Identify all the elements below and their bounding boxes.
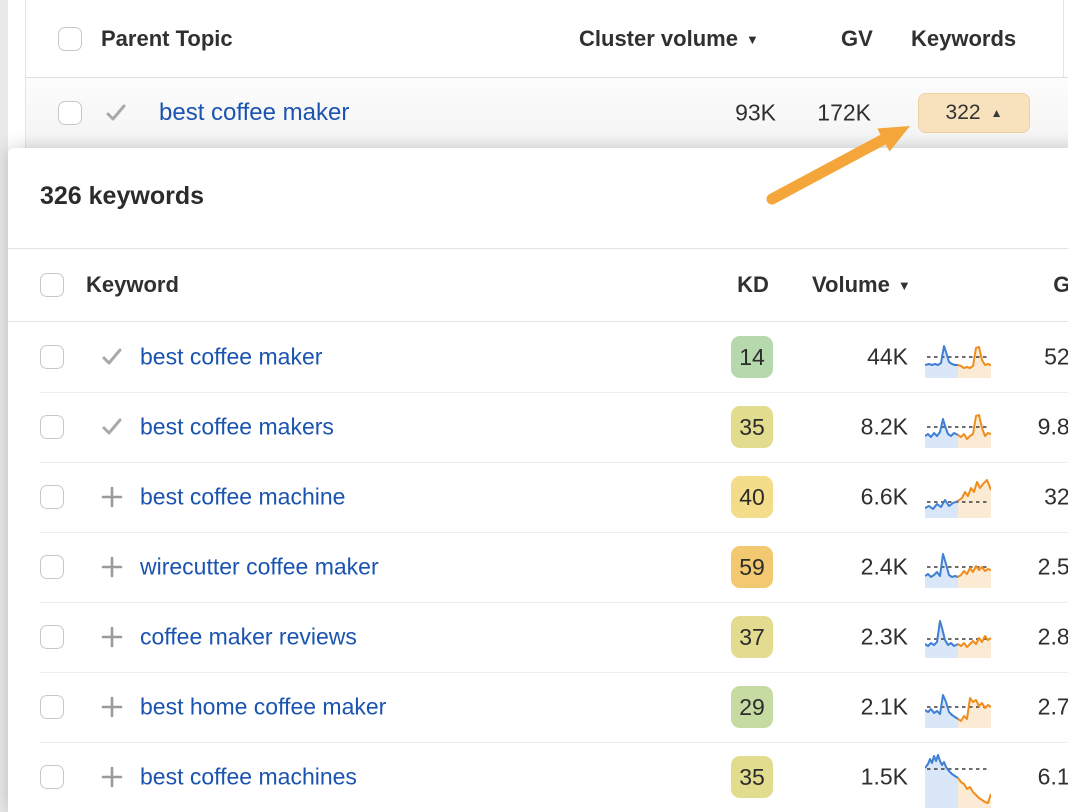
trend-sparkline: [924, 686, 992, 728]
volume-value: 44K: [867, 343, 908, 370]
row-checkbox[interactable]: [40, 695, 64, 719]
keyword-row: best home coffee maker 29 2.1K 2.7K: [8, 672, 1068, 742]
trend-sparkline: [924, 748, 992, 808]
keywords-table-body: best coffee maker 14 44K 52K best coffee…: [8, 322, 1068, 812]
parent-topic-link[interactable]: best coffee maker: [159, 99, 350, 126]
keyword-link[interactable]: best coffee machines: [140, 763, 357, 790]
row-checkbox[interactable]: [40, 555, 64, 579]
volume-value: 1.5K: [860, 763, 908, 790]
parent-topic-row: best coffee maker 93K 172K 322 ▲: [26, 78, 1068, 148]
row-divider: [40, 532, 1068, 533]
keywords-count-toggle[interactable]: 322 ▲: [918, 93, 1030, 133]
add-to-list-icon[interactable]: [100, 625, 124, 649]
add-to-list-icon[interactable]: [100, 485, 124, 509]
column-header-parent-topic[interactable]: Parent Topic: [101, 26, 233, 51]
kd-badge: 59: [731, 546, 773, 588]
keyword-row: wirecutter coffee maker 59 2.4K 2.5K: [8, 532, 1068, 602]
parent-table-header-row: Parent Topic Cluster volume ▼ GV Keyword…: [26, 0, 1068, 78]
keyword-row: coffee maker reviews 37 2.3K 2.8K: [8, 602, 1068, 672]
gv-value: 9.8K: [1037, 413, 1068, 440]
keyword-row: best coffee maker 14 44K 52K: [8, 322, 1068, 392]
row-checkbox[interactable]: [40, 415, 64, 439]
row-checkbox[interactable]: [58, 101, 82, 125]
keyword-link[interactable]: wirecutter coffee maker: [140, 553, 379, 580]
page-left-gutter: [0, 0, 8, 812]
gv-value: 172K: [817, 99, 871, 126]
gv-value: 32K: [1044, 483, 1068, 510]
popup-divider: [8, 248, 1068, 249]
keyword-link[interactable]: best coffee machine: [140, 483, 346, 510]
cluster-volume-value: 93K: [735, 99, 776, 126]
sort-desc-icon: ▼: [897, 277, 911, 293]
column-header-keyword[interactable]: Keyword: [86, 272, 179, 297]
row-divider: [40, 392, 1068, 393]
column-header-gv[interactable]: GV: [841, 26, 873, 51]
volume-label: Volume: [812, 272, 890, 297]
row-checkbox[interactable]: [40, 345, 64, 369]
cluster-volume-label: Cluster volume: [579, 26, 738, 51]
volume-value: 2.3K: [860, 623, 908, 650]
keyword-link[interactable]: coffee maker reviews: [140, 623, 357, 650]
column-header-volume[interactable]: Volume ▼: [812, 248, 911, 322]
gv-value: 2.7K: [1037, 693, 1068, 720]
check-icon: [104, 101, 128, 125]
select-all-keywords-checkbox[interactable]: [40, 273, 64, 297]
volume-value: 6.6K: [860, 483, 908, 510]
select-all-checkbox[interactable]: [58, 27, 82, 51]
row-divider: [40, 462, 1068, 463]
column-header-kd[interactable]: KD: [737, 272, 769, 297]
gv-value: 2.8K: [1037, 623, 1068, 650]
volume-value: 2.4K: [860, 553, 908, 580]
trend-sparkline: [924, 546, 992, 588]
kd-badge: 29: [731, 686, 773, 728]
volume-value: 8.2K: [860, 413, 908, 440]
popup-title: 326 keywords: [40, 182, 204, 210]
column-header-keywords[interactable]: Keywords: [911, 26, 1017, 51]
kd-badge: 35: [731, 406, 773, 448]
gv-value: 52K: [1044, 343, 1068, 370]
keyword-row: best coffee machines 35 1.5K 6.1K: [8, 742, 1068, 812]
trend-sparkline: [924, 616, 992, 658]
trend-sparkline: [924, 336, 992, 378]
collapse-up-icon: ▲: [990, 106, 1003, 120]
row-divider: [40, 742, 1068, 743]
trend-sparkline: [924, 406, 992, 448]
column-header-gv[interactable]: GV: [1053, 272, 1068, 297]
parent-topic-table: Parent Topic Cluster volume ▼ GV Keyword…: [25, 0, 1068, 148]
gv-value: 2.5K: [1037, 553, 1068, 580]
row-checkbox[interactable]: [40, 625, 64, 649]
keywords-table-header-row: Keyword KD Volume ▼ GV: [8, 248, 1068, 322]
row-checkbox[interactable]: [40, 485, 64, 509]
check-icon[interactable]: [100, 415, 124, 439]
add-to-list-icon[interactable]: [100, 555, 124, 579]
kd-badge: 40: [731, 476, 773, 518]
keyword-row: best coffee makers 35 8.2K 9.8K: [8, 392, 1068, 462]
column-divider: [1063, 0, 1064, 148]
add-to-list-icon[interactable]: [100, 765, 124, 789]
gv-value: 6.1K: [1037, 763, 1068, 790]
column-header-cluster-volume[interactable]: Cluster volume ▼: [579, 0, 759, 78]
sort-desc-icon: ▼: [745, 31, 759, 47]
add-to-list-icon[interactable]: [100, 695, 124, 719]
kd-badge: 35: [731, 756, 773, 798]
keyword-link[interactable]: best home coffee maker: [140, 693, 387, 720]
row-divider: [40, 672, 1068, 673]
keyword-row: best coffee machine 40 6.6K 32K: [8, 462, 1068, 532]
keywords-popup: 326 keywords Keyword KD Volume ▼ GV best…: [8, 148, 1068, 812]
row-checkbox[interactable]: [40, 765, 64, 789]
keywords-count: 322: [945, 101, 981, 124]
row-divider: [40, 602, 1068, 603]
kd-badge: 14: [731, 336, 773, 378]
trend-sparkline: [924, 476, 992, 518]
keyword-link[interactable]: best coffee makers: [140, 413, 334, 440]
keyword-link[interactable]: best coffee maker: [140, 343, 323, 370]
volume-value: 2.1K: [860, 693, 908, 720]
kd-badge: 37: [731, 616, 773, 658]
check-icon[interactable]: [100, 345, 124, 369]
